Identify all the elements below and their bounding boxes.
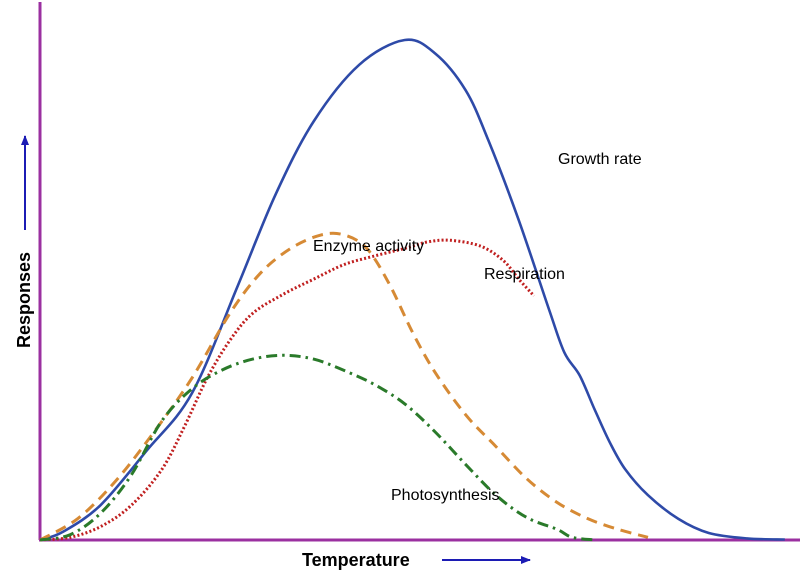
annotation-growth-rate: Growth rate — [558, 151, 642, 168]
annotation-enzyme-activity: Enzyme activity — [313, 238, 424, 255]
y-axis-title: Responses — [14, 252, 34, 348]
series-line-enzyme-activity — [39, 231, 649, 542]
annotation-respiration: Respiration — [484, 266, 565, 283]
annotation-photosynthesis: Photosynthesis — [391, 487, 500, 504]
x-axis-title: Temperature — [302, 550, 410, 570]
series-layer — [39, 38, 785, 542]
series-line-growth-rate — [39, 38, 785, 542]
series-line-photosynthesis — [39, 353, 595, 542]
